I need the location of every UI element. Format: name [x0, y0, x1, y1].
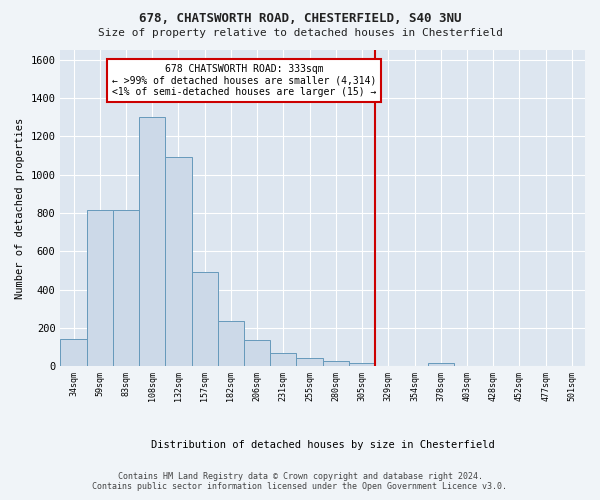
Bar [323, 360, 349, 366]
Bar [139, 117, 166, 366]
Y-axis label: Number of detached properties: Number of detached properties [15, 118, 25, 298]
X-axis label: Distribution of detached houses by size in Chesterfield: Distribution of detached houses by size … [151, 440, 494, 450]
Bar [428, 364, 454, 366]
Bar [296, 358, 323, 366]
Bar [166, 158, 191, 366]
Text: Size of property relative to detached houses in Chesterfield: Size of property relative to detached ho… [97, 28, 503, 38]
Bar [86, 210, 113, 366]
Bar [113, 210, 139, 366]
Text: 678, CHATSWORTH ROAD, CHESTERFIELD, S40 3NU: 678, CHATSWORTH ROAD, CHESTERFIELD, S40 … [139, 12, 461, 26]
Bar [270, 353, 296, 366]
Bar [218, 321, 244, 366]
Bar [349, 364, 375, 366]
Text: Contains HM Land Registry data © Crown copyright and database right 2024.
Contai: Contains HM Land Registry data © Crown c… [92, 472, 508, 491]
Bar [244, 340, 270, 366]
Bar [61, 340, 86, 366]
Text: 678 CHATSWORTH ROAD: 333sqm
← >99% of detached houses are smaller (4,314)
<1% of: 678 CHATSWORTH ROAD: 333sqm ← >99% of de… [112, 64, 376, 98]
Bar [191, 272, 218, 366]
